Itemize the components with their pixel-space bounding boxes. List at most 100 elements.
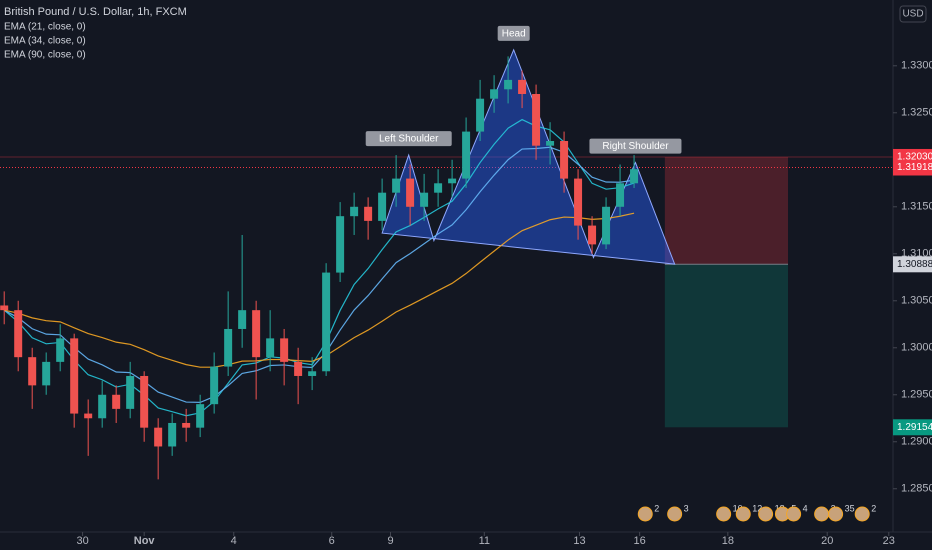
- y-tick-label: 1.33000: [901, 60, 932, 72]
- x-tick-label: 13: [573, 535, 585, 547]
- candle-body: [546, 140, 555, 146]
- y-tick-label: 1.30500: [901, 295, 932, 307]
- ema-line: [4, 212, 635, 368]
- candle-body: [0, 305, 9, 311]
- x-tick-label: 11: [479, 535, 490, 547]
- event-icon: [735, 506, 751, 522]
- event-count: 4: [803, 503, 808, 513]
- candle-body: [126, 375, 135, 409]
- y-tick-label: 1.28500: [901, 483, 932, 495]
- indicator-label: EMA (90, close, 0): [4, 50, 86, 61]
- candle-body: [448, 178, 457, 184]
- candle-body: [70, 338, 79, 414]
- y-tick-label: 1.32500: [901, 107, 932, 119]
- event-icon: [814, 506, 830, 522]
- candle-body: [602, 206, 611, 245]
- candle-body: [308, 371, 317, 376]
- candle-body: [210, 366, 219, 405]
- candle-body: [630, 169, 639, 184]
- x-tick-label: 30: [76, 535, 88, 547]
- candle-body: [238, 310, 247, 329]
- indicator-label: EMA (34, close, 0): [4, 36, 86, 47]
- price-label-box: [893, 256, 932, 273]
- candle-body: [406, 178, 415, 207]
- x-tick-label: 20: [821, 535, 833, 547]
- y-tick-label: 1.31500: [901, 201, 932, 213]
- event-icon: [786, 506, 802, 522]
- event-count: 35: [845, 503, 855, 513]
- pattern-label: Left Shoulder: [379, 134, 439, 145]
- x-tick-label: 9: [387, 535, 393, 547]
- price-label: 1.29154: [897, 422, 932, 433]
- target-zone: [664, 264, 789, 428]
- pattern-label: Head: [502, 28, 526, 39]
- candle-body: [322, 272, 331, 372]
- event-icon: [828, 506, 844, 522]
- event-icon: [637, 506, 653, 522]
- candle-body: [14, 310, 23, 358]
- candle-body: [140, 375, 149, 428]
- candle-body: [252, 310, 261, 358]
- candle-body: [42, 361, 51, 386]
- ema-line: [3, 118, 635, 417]
- event-count: 2: [654, 503, 659, 513]
- candle-body: [532, 93, 541, 146]
- y-tick-label: 1.29000: [901, 436, 932, 448]
- event-count: 2: [871, 503, 876, 513]
- candle-body: [504, 79, 513, 90]
- event-icon: [758, 506, 774, 522]
- pattern-label-box: [589, 138, 682, 154]
- x-tick-label: 23: [883, 535, 895, 547]
- y-tick-label: 1.30000: [901, 342, 932, 354]
- candle-body: [616, 183, 625, 207]
- event-count: 10: [733, 503, 743, 513]
- candle-body: [168, 422, 177, 447]
- candle-body: [182, 422, 191, 428]
- currency-box: [899, 5, 927, 23]
- candle-body: [56, 338, 65, 362]
- candle-body: [378, 192, 387, 221]
- x-tick-label: 16: [634, 535, 646, 547]
- candle-body: [588, 225, 597, 245]
- x-tick-label: 6: [329, 535, 335, 547]
- price-label: 1.31918: [897, 162, 932, 173]
- price-label: 1.32030: [897, 152, 932, 163]
- head-shoulders-pattern: [381, 48, 676, 265]
- candle-body: [462, 131, 471, 179]
- candle-body: [336, 216, 345, 273]
- candle-body: [574, 178, 583, 226]
- candle-body: [350, 206, 359, 217]
- x-tick-label: 4: [231, 535, 237, 547]
- candle-body: [112, 394, 121, 409]
- candle-body: [490, 89, 499, 99]
- candle-body: [434, 183, 443, 193]
- candle-body: [420, 192, 429, 207]
- candle-body: [28, 357, 37, 386]
- candle-body: [294, 361, 303, 376]
- candle-body: [518, 79, 527, 94]
- candle-body: [266, 338, 275, 358]
- chart-title: British Pound / U.S. Dollar, 1h, FXCM: [4, 6, 187, 18]
- candle-body: [364, 206, 373, 221]
- event-icon: [716, 506, 732, 522]
- candle-body: [280, 338, 289, 362]
- candle-body: [560, 140, 569, 179]
- event-icon: [854, 506, 870, 522]
- currency: USD: [902, 9, 923, 20]
- candle-body: [196, 404, 205, 428]
- pattern-label-box: [497, 25, 530, 41]
- candle-body: [98, 394, 107, 419]
- event-count: 3: [684, 503, 689, 513]
- candle-body: [224, 328, 233, 367]
- y-tick-label: 1.29500: [901, 389, 932, 401]
- ema-line: [3, 146, 635, 403]
- pattern-label-box: [365, 131, 452, 147]
- event-count: 12: [752, 503, 762, 513]
- price-label: 1.30888: [897, 259, 932, 270]
- x-tick-label: Nov: [134, 535, 156, 547]
- price-label-box: [893, 159, 932, 176]
- candle-body: [476, 98, 485, 132]
- price-label-box: [893, 419, 932, 436]
